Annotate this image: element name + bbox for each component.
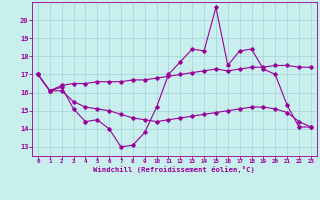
X-axis label: Windchill (Refroidissement éolien,°C): Windchill (Refroidissement éolien,°C) (93, 166, 255, 173)
